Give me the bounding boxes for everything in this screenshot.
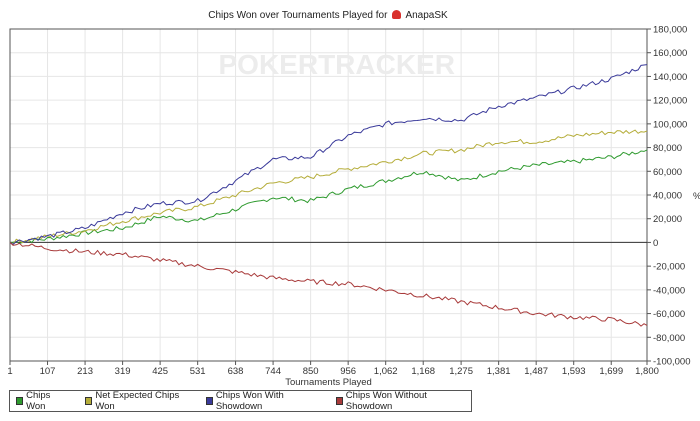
series-line-net-expected-chips-won: [9, 129, 648, 245]
y-tick-label: 20,000: [653, 214, 682, 225]
y-tick-label: 140,000: [653, 72, 687, 83]
legend-label: Chips Won Without Showdown: [345, 390, 427, 412]
y-tick-label: 180,000: [653, 25, 687, 36]
x-tick-label: 425: [152, 366, 168, 377]
watermark-logo: POKERTRACKER: [219, 49, 455, 80]
y-tick-label: -60,000: [653, 309, 685, 320]
y-tick-label: 40,000: [653, 191, 682, 202]
title-text: Chips Won over Tournaments Played for: [208, 10, 388, 21]
y-tick-label: 120,000: [653, 96, 687, 107]
x-tick-label: 319: [115, 366, 131, 377]
legend-item: Chips Won Without Showdown: [335, 390, 457, 412]
legend-item: Chips Won With Showdown: [205, 390, 316, 412]
x-tick-label: 1,593: [562, 366, 586, 377]
x-tick-label: 1,062: [374, 366, 398, 377]
legend-swatch: [85, 397, 93, 405]
chart-plot: POKERTRACKER180,000160,000140,000120,000…: [7, 25, 700, 389]
legend-item: Net Expected Chips Won: [85, 390, 185, 412]
x-tick-label: 107: [40, 366, 56, 377]
y-tick-label: -80,000: [653, 333, 685, 344]
legend-item: Chips Won: [16, 390, 65, 412]
y-tick-label: -100,000: [653, 357, 691, 368]
chart-title: Chips Won over Tournaments Played for An…: [0, 10, 656, 21]
legend-swatch: [16, 397, 24, 405]
x-tick-label: 1,800: [635, 366, 659, 377]
y-tick-label: -20,000: [653, 262, 685, 273]
player-name: AnapaSK: [405, 10, 448, 21]
legend: Chips Won Net Expected Chips Won Chips Won…: [9, 390, 472, 412]
x-tick-label: 531: [190, 366, 206, 377]
y-tick-label: 160,000: [653, 48, 687, 59]
x-tick-label: 744: [265, 366, 281, 377]
y-tick-label: 0: [653, 238, 658, 249]
x-tick-label: 1,275: [449, 366, 473, 377]
x-tick-label: 1,699: [599, 366, 623, 377]
x-tick-label: 1,487: [524, 366, 548, 377]
series-line-chips-won-without-showdown: [9, 242, 648, 327]
y-tick-label: -40,000: [653, 285, 685, 296]
x-tick-label: 956: [340, 366, 356, 377]
series-line-chips-won: [9, 149, 648, 244]
x-axis-label: Tournaments Played: [285, 377, 372, 388]
x-tick-label: 1: [7, 366, 12, 377]
y-axis-label: %: [693, 191, 700, 202]
series-line-chips-won-with-showdown: [9, 64, 648, 245]
legend-label: Chips Won: [26, 390, 51, 412]
y-tick-label: 60,000: [653, 167, 682, 178]
pokerstars-spade-icon: [392, 10, 402, 19]
x-tick-label: 1,381: [487, 366, 511, 377]
x-tick-label: 638: [228, 366, 244, 377]
legend-label: Chips Won With Showdown: [215, 390, 284, 412]
legend-label: Net Expected Chips Won: [95, 390, 180, 412]
x-tick-label: 213: [77, 366, 93, 377]
x-tick-label: 1,168: [411, 366, 435, 377]
x-tick-label: 850: [303, 366, 319, 377]
legend-swatch: [205, 397, 213, 405]
legend-swatch: [335, 397, 343, 405]
y-tick-label: 80,000: [653, 143, 682, 154]
y-tick-label: 100,000: [653, 119, 687, 130]
